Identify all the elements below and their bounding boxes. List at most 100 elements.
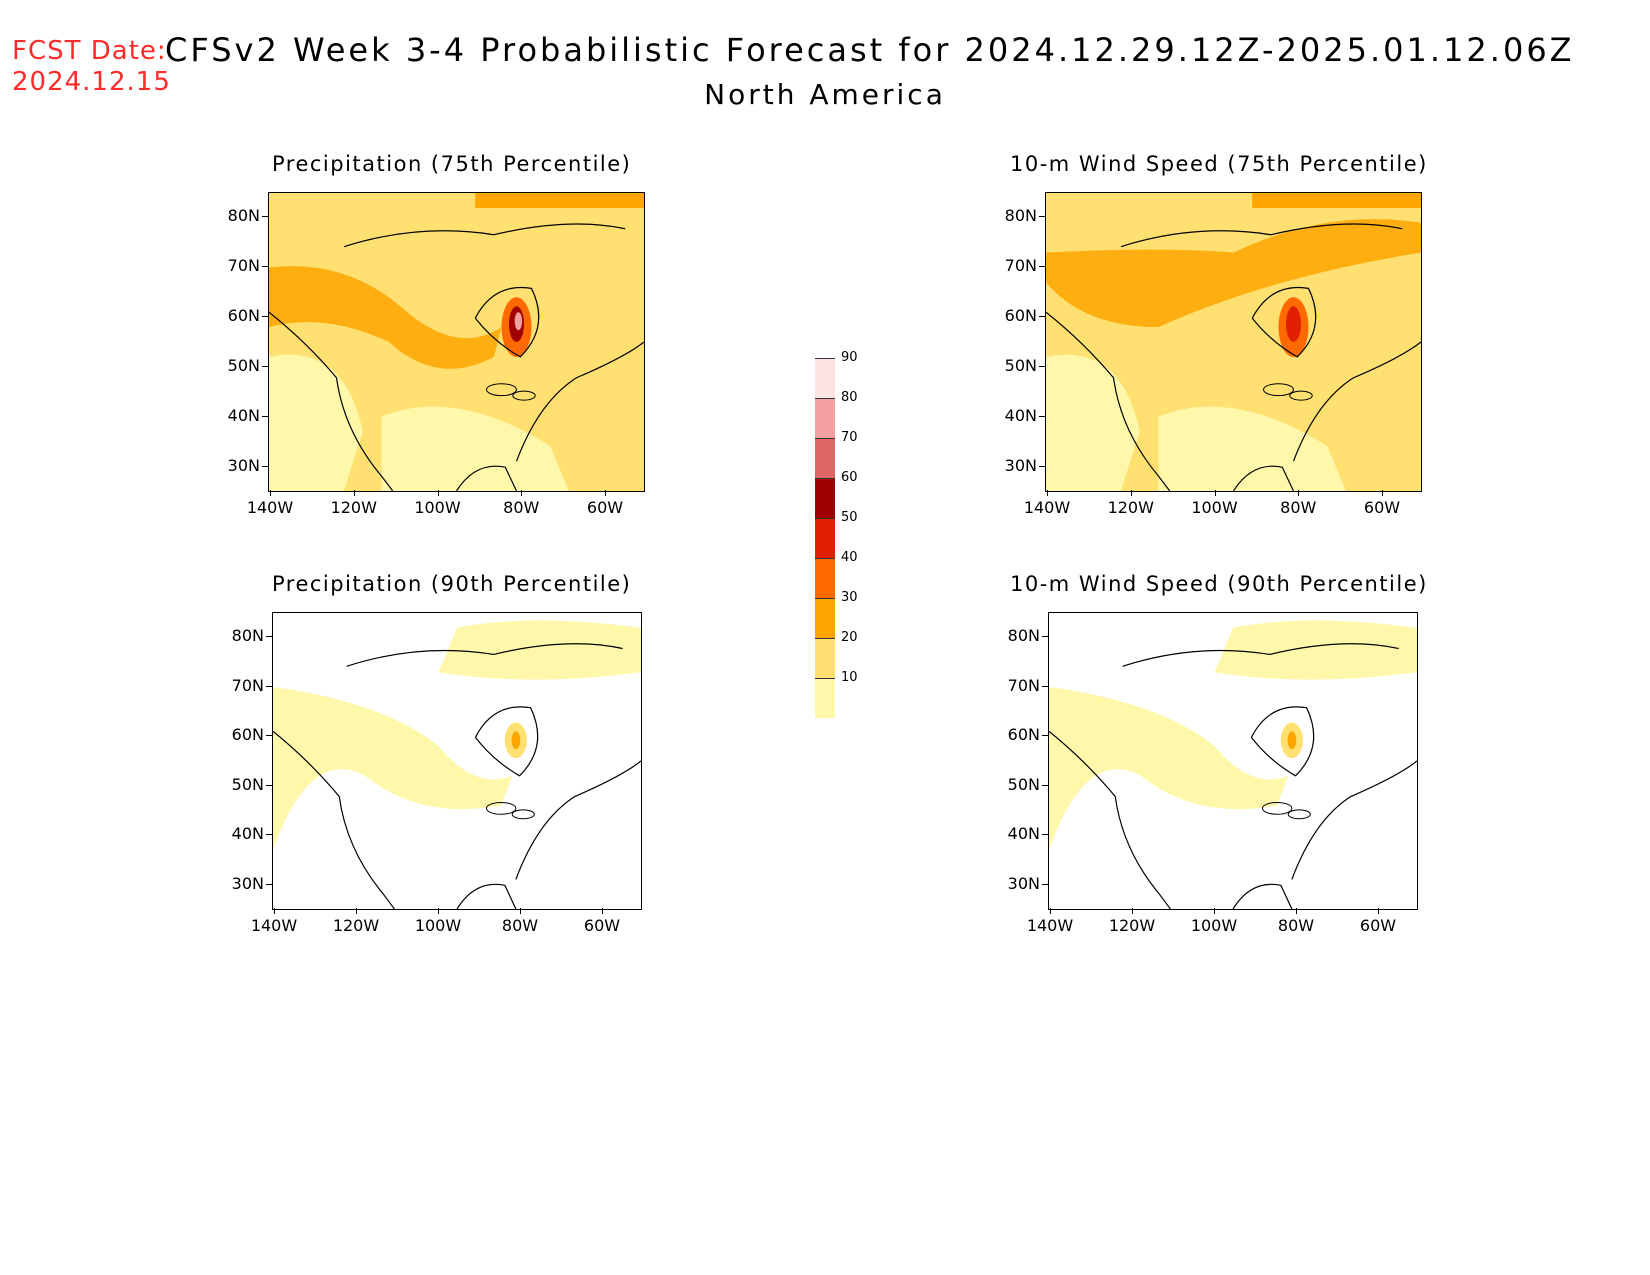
colorbar-label: 30: [841, 590, 858, 605]
probability-colorbar: 90 80 70 60 50 40 30 20 10: [815, 350, 858, 718]
panel-title: Precipitation (75th Percentile): [272, 152, 632, 176]
lat-tick: [1042, 685, 1048, 687]
lat-label: 80N: [1004, 206, 1037, 225]
lat-tick: [1042, 735, 1048, 737]
map-frame: [268, 192, 645, 492]
lon-tick: [1214, 490, 1216, 496]
lon-tick: [1382, 490, 1383, 496]
lon-tick: [1298, 490, 1300, 496]
lat-tick: [1039, 466, 1045, 467]
lat-tick: [1042, 636, 1048, 637]
lon-label: 140W: [1026, 916, 1074, 935]
lon-label: 100W: [414, 498, 461, 517]
lat-label: 70N: [1007, 675, 1040, 695]
lon-label: 100W: [1190, 916, 1238, 935]
lat-tick: [262, 366, 268, 367]
lat-label: 40N: [231, 824, 264, 844]
lon-tick: [1050, 908, 1051, 914]
lat-tick: [262, 416, 268, 417]
lat-label: 30N: [1004, 456, 1037, 475]
forecast-date-value: 2024.12.15: [12, 67, 171, 97]
lat-tick: [1042, 834, 1048, 836]
colorbar-segment: 40: [815, 550, 858, 598]
colorbar-segment: 70: [815, 430, 858, 478]
lat-tick: [262, 466, 268, 467]
lon-label: 140W: [250, 916, 298, 935]
lat-label: 70N: [231, 675, 264, 695]
lat-tick: [262, 266, 268, 267]
map-shading: [1046, 193, 1421, 491]
lat-tick: [262, 216, 268, 217]
lon-tick: [274, 908, 275, 914]
lat-label: 50N: [227, 356, 260, 375]
map-frame: [1045, 192, 1422, 492]
colorbar-label: 20: [841, 630, 858, 645]
lat-label: 40N: [227, 406, 260, 425]
lon-label: 140W: [1023, 498, 1071, 517]
lon-label: 120W: [332, 916, 380, 935]
colorbar-label: 60: [841, 470, 858, 485]
lon-label: 80W: [1280, 498, 1317, 517]
lon-label: 140W: [246, 498, 294, 517]
map-shading: [269, 193, 644, 491]
lon-tick: [356, 908, 357, 914]
region-subtitle: North America: [704, 78, 946, 111]
lon-tick: [1296, 908, 1297, 914]
lon-tick: [1214, 908, 1215, 914]
map-frame: [1048, 612, 1418, 910]
lon-label: 60W: [1359, 916, 1397, 935]
lat-label: 60N: [1007, 725, 1040, 745]
lat-label: 40N: [1004, 406, 1037, 425]
forecast-date-block: FCST Date: 2024.12.15: [12, 36, 171, 98]
lat-label: 70N: [227, 256, 260, 275]
lat-tick: [266, 685, 272, 687]
lat-label: 80N: [231, 626, 264, 645]
lat-tick: [266, 735, 272, 737]
lat-tick: [1039, 416, 1045, 417]
lat-tick: [266, 784, 272, 786]
forecast-date-label: FCST Date:: [12, 36, 167, 66]
map-shading: [273, 620, 641, 909]
colorbar-label: 80: [841, 390, 858, 405]
map-frame: [272, 612, 642, 910]
lon-tick: [1047, 490, 1048, 496]
lat-tick: [1042, 784, 1048, 786]
coastline: [273, 643, 641, 909]
lat-tick: [1039, 266, 1045, 267]
colorbar-segment: 50: [815, 510, 858, 558]
panel-title: 10-m Wind Speed (90th Percentile): [1010, 572, 1428, 596]
colorbar-segment: 90: [815, 350, 858, 398]
lat-tick: [266, 834, 272, 836]
lat-tick: [266, 636, 272, 637]
lon-tick: [353, 490, 355, 496]
lon-tick: [521, 490, 523, 496]
lat-label: 50N: [231, 774, 264, 794]
lat-label: 50N: [1007, 774, 1040, 794]
lon-tick: [270, 490, 271, 496]
lon-label: 80W: [1277, 916, 1315, 935]
lat-label: 60N: [231, 725, 264, 745]
lat-tick: [1042, 884, 1048, 885]
lat-label: 30N: [231, 874, 264, 893]
lon-label: 100W: [1191, 498, 1238, 517]
lat-label: 70N: [1004, 256, 1037, 275]
lon-tick: [602, 908, 603, 914]
lat-tick: [266, 884, 272, 885]
lon-tick: [520, 908, 521, 914]
lon-tick: [438, 908, 439, 914]
lat-label: 40N: [1007, 824, 1040, 844]
lon-label: 120W: [1108, 916, 1156, 935]
lon-label: 100W: [414, 916, 462, 935]
lon-label: 80W: [503, 498, 540, 517]
lat-label: 50N: [1004, 356, 1037, 375]
lon-label: 120W: [1107, 498, 1154, 517]
lon-tick: [1378, 908, 1379, 914]
colorbar-label: 50: [841, 510, 858, 525]
lat-label: 80N: [1007, 626, 1040, 645]
colorbar-label: 10: [841, 670, 858, 685]
lon-tick: [605, 490, 606, 496]
coastline: [1046, 223, 1421, 491]
lat-tick: [1039, 316, 1045, 317]
colorbar-segment: 30: [815, 590, 858, 638]
coastline: [269, 223, 644, 491]
